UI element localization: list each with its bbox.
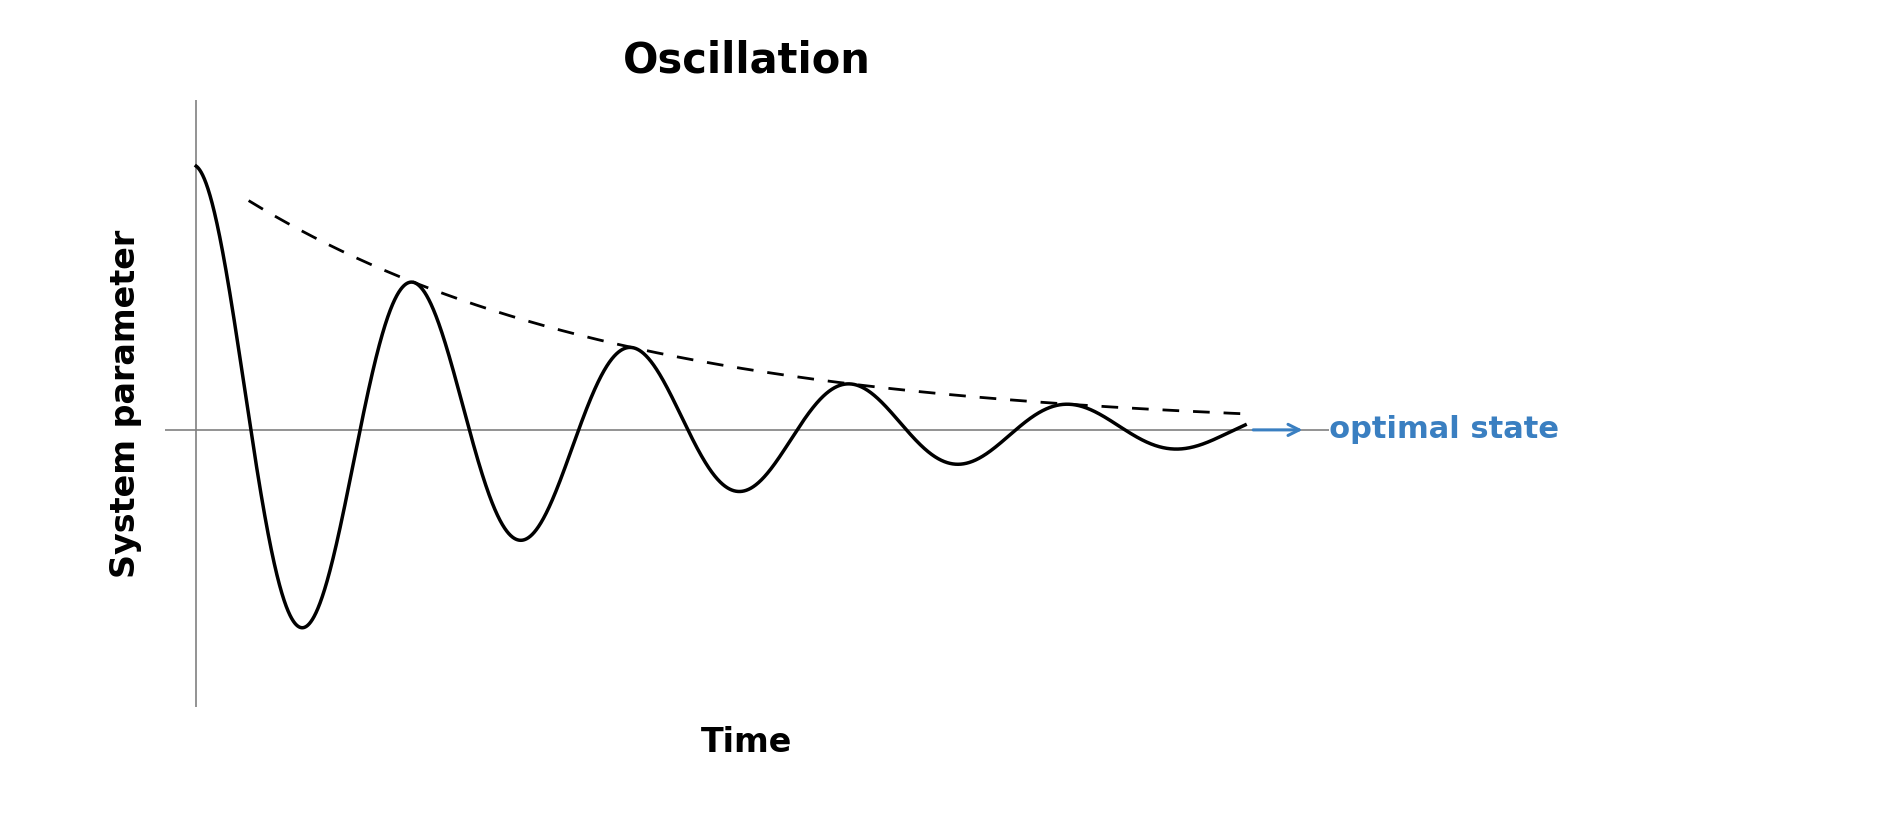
Title: Oscillation: Oscillation	[623, 39, 871, 82]
Y-axis label: System parameter: System parameter	[110, 229, 142, 578]
Text: optimal state: optimal state	[1252, 416, 1558, 444]
X-axis label: Time: Time	[701, 726, 791, 760]
